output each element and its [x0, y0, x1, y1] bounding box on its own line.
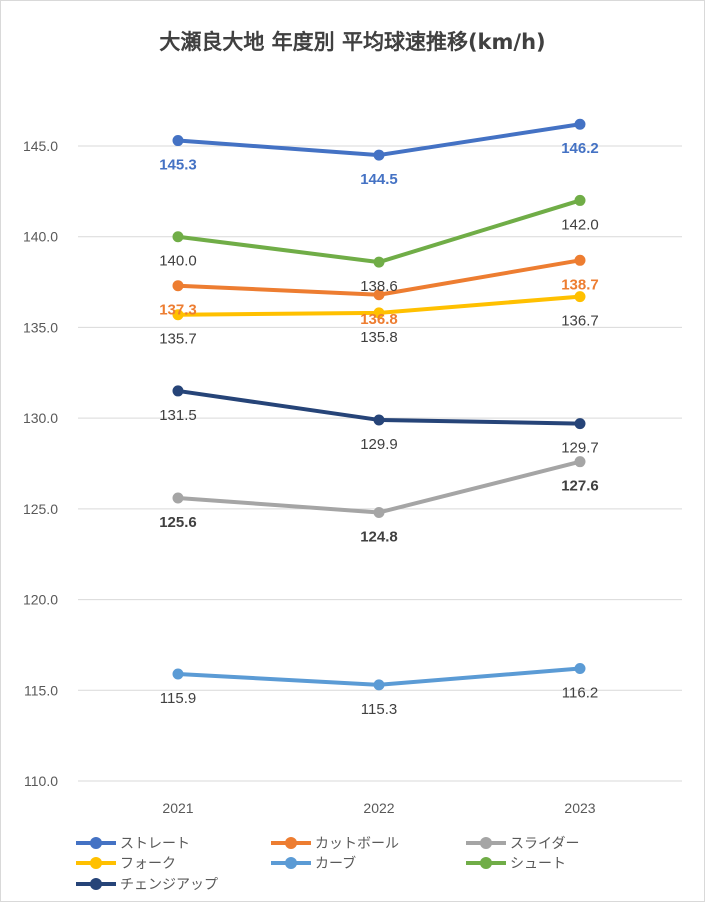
legend-label: シュート — [510, 856, 566, 872]
legend-item: ストレート — [76, 833, 190, 853]
data-point — [373, 289, 385, 301]
data-label: 116.2 — [562, 685, 598, 702]
data-point — [373, 149, 385, 161]
legend-marker — [271, 833, 311, 853]
legend-label: カットボール — [315, 836, 399, 852]
data-label: 136.8 — [360, 311, 398, 328]
data-label: 129.9 — [360, 436, 398, 453]
data-point — [373, 506, 385, 518]
data-point — [172, 492, 184, 504]
legend-item: カットボール — [271, 833, 399, 853]
data-label: 124.8 — [360, 528, 398, 545]
legend-marker — [76, 874, 116, 894]
data-label: 127.6 — [561, 478, 599, 495]
y-tick-label: 140.0 — [23, 229, 58, 245]
legend-item: スライダー — [466, 833, 579, 853]
data-point — [574, 291, 586, 303]
legend-marker — [466, 853, 506, 873]
data-label: 137.3 — [159, 302, 197, 319]
legend-marker — [271, 853, 311, 873]
legend-marker — [76, 833, 116, 853]
data-point — [172, 309, 184, 321]
y-axis-tick-labels: 110.0 115.0 120.0 125.0 130.0 135.0 140.0 145.0 — [23, 138, 58, 789]
legend-item: シュート — [466, 853, 566, 873]
series-5 — [172, 194, 586, 268]
data-point — [373, 307, 385, 319]
series-1 — [172, 254, 586, 301]
series-line — [176, 198, 582, 265]
data-label: 129.7 — [561, 440, 599, 457]
data-point — [172, 280, 184, 292]
legend-label: チェンジアップ — [120, 877, 218, 893]
y-tick-label: 135.0 — [23, 319, 58, 335]
series-lines — [172, 118, 586, 691]
data-point — [574, 663, 586, 675]
data-label: 136.7 — [561, 313, 599, 330]
chart-title: 大瀬良大地 年度別 平均球速推移(km/h) — [159, 30, 546, 54]
series-2 — [172, 456, 586, 518]
legend-marker — [76, 853, 116, 873]
data-labels: 145.3 144.5 146.2 137.3 136.8 138.7 125.6 124.8… — [159, 140, 599, 718]
y-tick-label: 125.0 — [23, 501, 58, 517]
data-label: 140.0 — [159, 253, 197, 270]
data-label: 138.7 — [561, 276, 599, 293]
data-label: 142.0 — [561, 216, 599, 233]
y-tick-label: 115.0 — [24, 682, 58, 698]
legend-label: スライダー — [510, 836, 580, 852]
data-label: 135.7 — [159, 331, 197, 348]
chart-legend: ストレート カットボール スライダーフォーク カーブ シュートチェンジアップ — [76, 833, 696, 897]
data-label: 138.6 — [360, 278, 398, 295]
data-point — [172, 231, 184, 243]
x-axis-tick-labels: 2021 2022 2023 — [162, 800, 595, 816]
x-tick-label: 2022 — [363, 800, 394, 816]
data-point — [574, 194, 586, 206]
data-label: 131.5 — [159, 407, 197, 424]
series-6 — [172, 385, 586, 430]
y-tick-label: 130.0 — [23, 410, 58, 426]
y-tick-label: 145.0 — [23, 138, 58, 154]
series-line — [176, 459, 582, 515]
data-label: 115.3 — [361, 701, 397, 718]
y-tick-label: 110.0 — [24, 773, 58, 789]
series-0 — [172, 118, 586, 161]
data-point — [574, 254, 586, 266]
y-tick-label: 120.0 — [23, 592, 58, 608]
legend-marker — [466, 833, 506, 853]
data-point — [574, 118, 586, 130]
data-point — [373, 256, 385, 268]
data-point — [373, 414, 385, 426]
legend-item: カーブ — [271, 853, 356, 873]
data-label: 125.6 — [159, 514, 197, 531]
legend-label: ストレート — [120, 836, 190, 852]
data-point — [172, 668, 184, 680]
data-point — [574, 418, 586, 430]
data-point — [172, 385, 184, 397]
data-point — [172, 135, 184, 147]
series-4 — [172, 663, 586, 691]
x-tick-label: 2021 — [162, 800, 193, 816]
data-label: 144.5 — [360, 171, 398, 188]
data-label: 135.8 — [360, 329, 398, 346]
legend-item: チェンジアップ — [76, 874, 218, 894]
data-point — [373, 679, 385, 691]
data-label: 115.9 — [160, 690, 196, 707]
x-tick-label: 2023 — [564, 800, 595, 816]
series-3 — [172, 291, 586, 321]
data-point — [574, 456, 586, 468]
legend-item: フォーク — [76, 853, 176, 873]
legend-label: フォーク — [120, 856, 176, 872]
data-label: 145.3 — [159, 157, 197, 174]
data-label: 146.2 — [561, 140, 599, 157]
legend-label: カーブ — [315, 856, 357, 872]
